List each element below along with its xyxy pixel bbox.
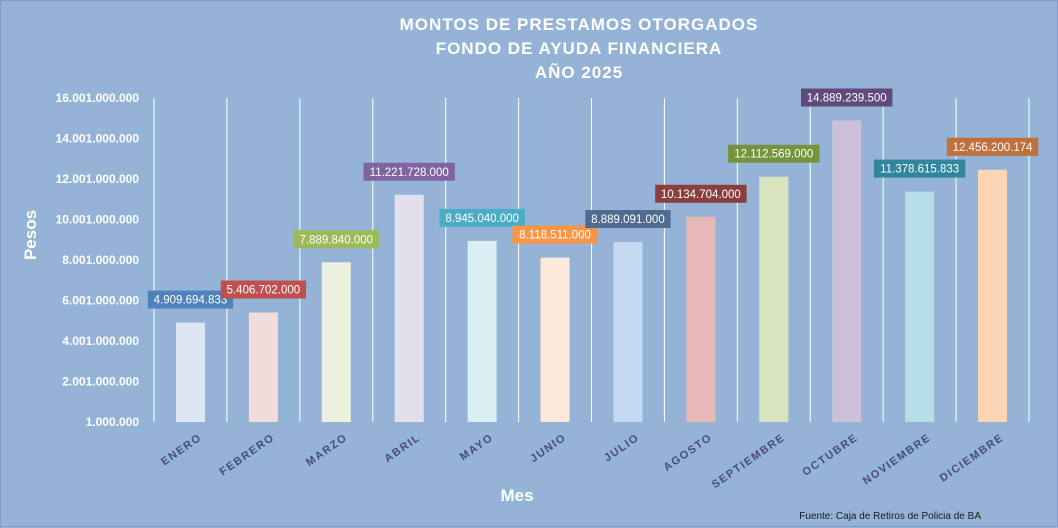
bar-octubre [832, 120, 862, 422]
x-tick-label: NOVIEMBRE [861, 432, 934, 488]
y-tick-label: 16.001.000.000 [56, 91, 140, 105]
data-label: 14.889.239.500 [801, 88, 893, 107]
chart-title-line: MONTOS DE PRESTAMOS OTORGADOS [400, 15, 759, 34]
chart-title: MONTOS DE PRESTAMOS OTORGADOS FONDO DE AY… [400, 15, 759, 82]
x-tick-label: OCTUBRE [800, 432, 860, 479]
x-tick-label: JUNIO [528, 432, 569, 465]
data-label-box [801, 88, 893, 107]
source-note: Fuente: Caja de Retiros de Policia de BA [799, 511, 981, 522]
data-label: 10.134.704.000 [655, 184, 747, 203]
data-label-box [293, 230, 379, 249]
data-label-text: 4.909.694.833 [154, 295, 228, 307]
chart-title-line: AÑO 2025 [535, 62, 623, 82]
bar-agosto [686, 216, 716, 422]
data-label: 8.889.091.000 [585, 210, 671, 229]
x-tick-label: FEBRERO [218, 432, 278, 479]
gridlines [153, 98, 1030, 422]
x-tick-label: MARZO [304, 432, 350, 469]
bar-junio [540, 257, 570, 422]
data-label-box [220, 280, 307, 299]
y-axis-title: Pesos [21, 210, 40, 260]
data-label-box [512, 225, 598, 244]
data-label-box [439, 208, 525, 227]
y-tick-label: 10.001.000.000 [56, 213, 140, 227]
x-tick-label: MAYO [458, 432, 496, 464]
bar-abril [394, 194, 424, 422]
data-label-box [363, 162, 455, 181]
data-label: 8.945.040.000 [439, 208, 525, 227]
chart-title-line: FONDO DE AYUDA FINANCIERA [436, 39, 723, 58]
y-tick-label: 4.001.000.000 [62, 334, 139, 348]
x-tick-label: SEPTIEMBRE [710, 432, 788, 491]
bar-enero [175, 322, 205, 422]
bar-julio [613, 242, 643, 422]
x-axis-title: Mes [500, 486, 533, 505]
data-label: 8.118.511.000 [512, 225, 598, 244]
data-label-text: 5.406.702.000 [227, 285, 301, 297]
bar-febrero [248, 312, 278, 422]
data-label-text: 12.112.569.000 [734, 149, 813, 161]
y-tick-label: 2.001.000.000 [62, 375, 139, 389]
data-label-box [946, 137, 1039, 156]
bar-marzo [321, 262, 351, 422]
y-tick-label: 1.000.000 [86, 415, 140, 429]
data-label-box [655, 184, 747, 203]
data-label: 11.221.728.000 [363, 162, 455, 181]
data-label-box [728, 144, 820, 163]
data-label-text: 11.378.615.833 [880, 164, 959, 176]
data-label-text: 7.889.840.000 [300, 234, 374, 246]
y-tick-label: 12.001.000.000 [56, 172, 140, 186]
bars [175, 120, 1008, 422]
data-label: 5.406.702.000 [220, 280, 307, 299]
data-label: 11.378.615.833 [873, 159, 966, 178]
data-label-box [585, 210, 671, 229]
data-label-box [873, 159, 966, 178]
data-label: 12.112.569.000 [728, 144, 820, 163]
data-label-text: 8.118.511.000 [519, 230, 591, 242]
x-tick-label: AGOSTO [661, 432, 714, 474]
data-label-text: 10.134.704.000 [661, 189, 741, 201]
x-tick-label: DICIEMBRE [938, 432, 1007, 485]
x-tick-label: JULIO [602, 432, 642, 465]
bar-diciembre [978, 169, 1008, 422]
data-label-box [147, 290, 234, 309]
bar-noviembre [905, 191, 935, 422]
bar-mayo [467, 240, 497, 422]
y-axis-ticks: 1.000.000 2.001.000.000 4.001.000.000 6.001… [56, 91, 140, 429]
data-label-text: 12.456.200.174 [953, 142, 1034, 154]
bar-septiembre [759, 176, 789, 422]
data-label-text: 11.221.728.000 [370, 167, 449, 179]
data-label-text: 8.945.040.000 [445, 213, 519, 225]
data-label: 4.909.694.833 [147, 290, 234, 309]
x-axis-ticks: ENERO FEBRERO MARZO ABRIL MAYO JUNIO JULIO AGOS… [159, 432, 1006, 491]
data-label: 12.456.200.174 [946, 137, 1039, 156]
y-tick-label: 14.001.000.000 [56, 132, 140, 146]
x-tick-label: ABRIL [382, 432, 423, 465]
y-tick-label: 8.001.000.000 [62, 253, 139, 267]
data-label-text: 14.889.239.500 [807, 93, 887, 105]
data-label-text: 8.889.091.000 [591, 214, 665, 226]
data-label: 7.889.840.000 [293, 230, 379, 249]
y-tick-label: 6.001.000.000 [62, 294, 139, 308]
x-tick-label: ENERO [159, 432, 204, 469]
